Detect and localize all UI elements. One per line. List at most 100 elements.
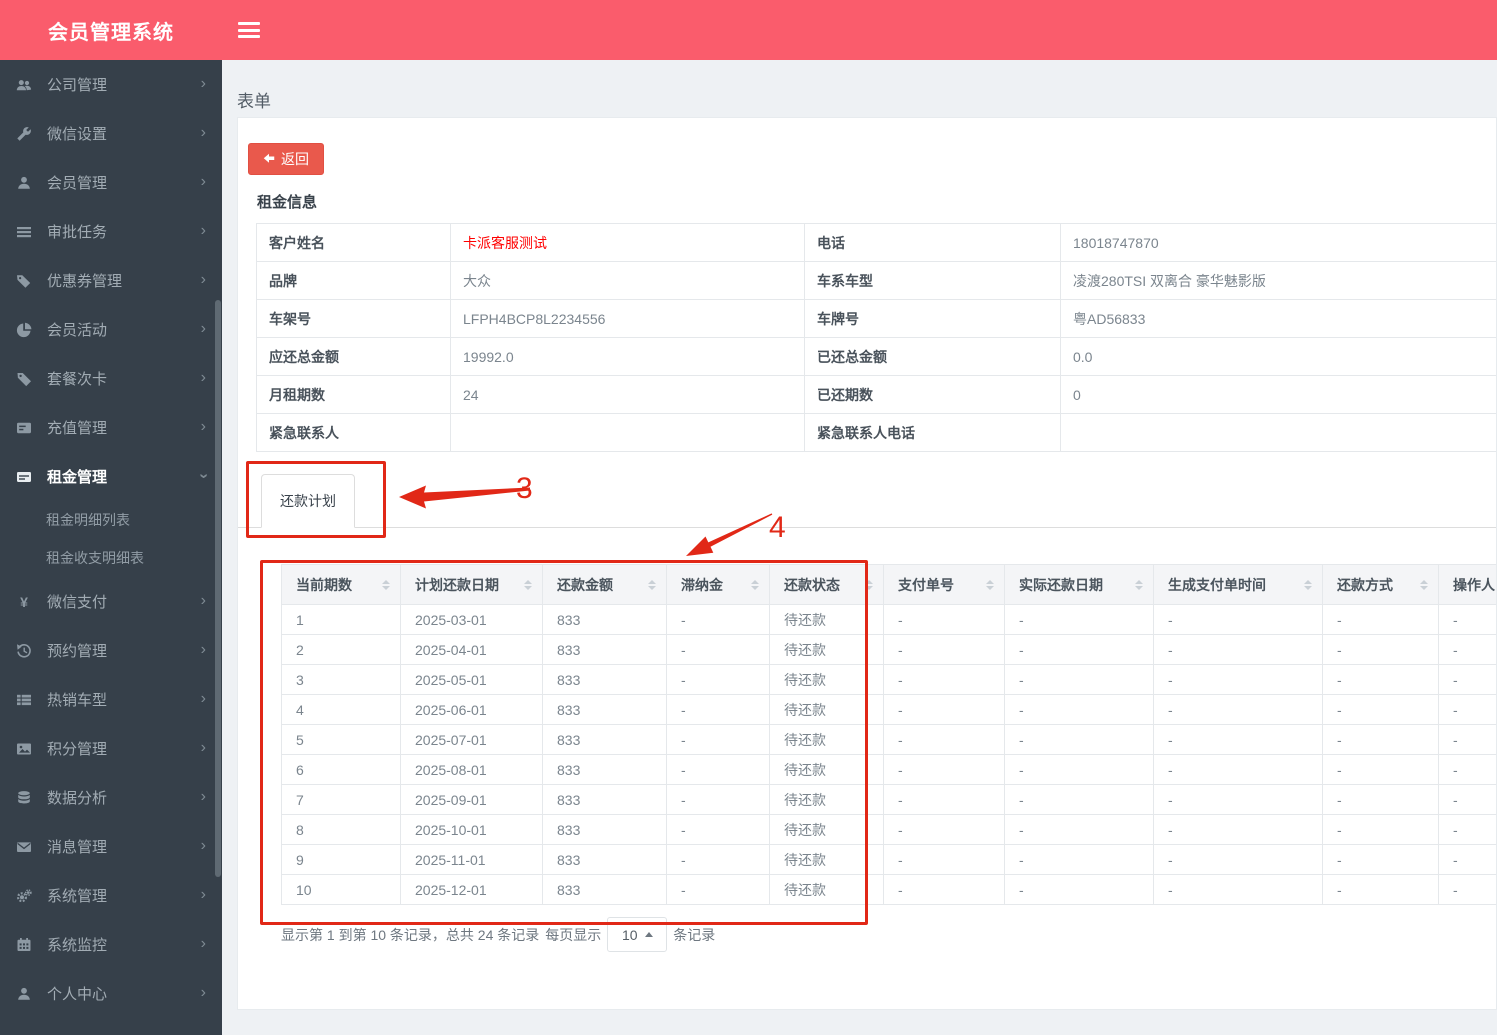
- cell-status: 待还款: [769, 694, 884, 725]
- sidebar-item-points-mgmt[interactable]: 积分管理 ›: [0, 724, 222, 773]
- hamburger-menu-icon[interactable]: [238, 22, 260, 38]
- cell-actual-date: -: [1004, 814, 1154, 845]
- column-header-operator[interactable]: 操作人: [1438, 564, 1496, 605]
- cell-current-period: 2: [281, 634, 401, 665]
- sidebar-item-recharge-mgmt[interactable]: 充值管理 ›: [0, 403, 222, 452]
- list-icon: [13, 224, 35, 240]
- card-list-icon: [13, 420, 35, 436]
- info-label: 已还总金额: [804, 337, 1061, 376]
- customer-name-link[interactable]: 卡派客服测试: [450, 223, 805, 262]
- column-header-planned-date[interactable]: 计划还款日期: [400, 564, 543, 605]
- info-label: 应还总金额: [256, 337, 451, 376]
- info-row: 客户姓名 卡派客服测试 电话 18018747870: [256, 223, 1496, 262]
- column-header-current-period[interactable]: 当前期数: [281, 564, 401, 605]
- sidebar-item-company-mgmt[interactable]: 公司管理 ›: [0, 60, 222, 109]
- pagination-per-page-label: 每页显示: [545, 926, 602, 943]
- info-value: LFPH4BCP8L2234556: [450, 299, 805, 338]
- cell-current-period: 7: [281, 784, 401, 815]
- caret-up-icon: [644, 932, 653, 937]
- cell-pay-order-time: -: [1153, 664, 1323, 695]
- tab-repayment-plan[interactable]: 还款计划: [261, 474, 355, 528]
- cell-actual-date: -: [1004, 754, 1154, 785]
- chevron-right-icon: ›: [200, 172, 206, 190]
- cell-pay-order-no: -: [883, 814, 1005, 845]
- cell-amount: 833: [542, 784, 667, 815]
- sidebar-item-wechat-pay[interactable]: ¥ 微信支付 ›: [0, 577, 222, 626]
- cell-actual-date: -: [1004, 844, 1154, 875]
- column-header-status[interactable]: 还款状态: [769, 564, 884, 605]
- back-button[interactable]: 返回: [248, 143, 324, 175]
- gears-icon: [13, 888, 35, 904]
- cell-pay-order-no: -: [883, 874, 1005, 905]
- cell-status: 待还款: [769, 784, 884, 815]
- sidebar-item-member-activity[interactable]: 会员活动 ›: [0, 305, 222, 354]
- history-icon: [13, 643, 35, 659]
- cell-late-fee: -: [666, 814, 770, 845]
- cell-late-fee: -: [666, 754, 770, 785]
- column-header-actual-date[interactable]: 实际还款日期: [1004, 564, 1154, 605]
- top-header-bar: 会员管理系统: [0, 0, 1497, 60]
- cell-method: -: [1322, 814, 1439, 845]
- sidebar-item-data-analysis[interactable]: 数据分析 ›: [0, 773, 222, 822]
- envelope-icon: [13, 839, 35, 855]
- sidebar-item-personal-center[interactable]: 个人中心 ›: [0, 969, 222, 1018]
- chevron-right-icon: ›: [200, 368, 206, 386]
- cell-pay-order-no: -: [883, 784, 1005, 815]
- chevron-right-icon: ›: [200, 689, 206, 707]
- sidebar-item-system-monitor[interactable]: 系统监控 ›: [0, 920, 222, 969]
- sidebar-item-rent-mgmt[interactable]: 租金管理 ›: [0, 452, 222, 501]
- cell-pay-order-no: -: [883, 634, 1005, 665]
- sort-carets-icon: [382, 579, 390, 590]
- sidebar-item-coupon-mgmt[interactable]: 优惠券管理 ›: [0, 256, 222, 305]
- cell-planned-date: 2025-06-01: [400, 694, 543, 725]
- cell-method: -: [1322, 844, 1439, 875]
- column-header-pay-order-time[interactable]: 生成支付单时间: [1153, 564, 1323, 605]
- cell-planned-date: 2025-12-01: [400, 874, 543, 905]
- cell-status: 待还款: [769, 664, 884, 695]
- cell-actual-date: -: [1004, 694, 1154, 725]
- sidebar-item-system-mgmt[interactable]: 系统管理 ›: [0, 871, 222, 920]
- tag-icon: [13, 371, 35, 387]
- page-size-value: 10: [621, 926, 638, 943]
- plan-table-row: 10 2025-12-01 833- 待还款 - - - - -: [281, 874, 1496, 905]
- cell-method: -: [1322, 784, 1439, 815]
- column-header-method[interactable]: 还款方式: [1322, 564, 1439, 605]
- page-size-dropdown[interactable]: 10: [607, 917, 668, 952]
- section-title: 租金信息: [257, 194, 318, 211]
- sort-carets-icon: [648, 579, 656, 590]
- sidebar-item-approval-tasks[interactable]: 审批任务 ›: [0, 207, 222, 256]
- info-row: 紧急联系人 紧急联系人电话: [256, 413, 1496, 452]
- cell-late-fee: -: [666, 874, 770, 905]
- sidebar-subitem-rent-detail-list[interactable]: 租金明细列表: [46, 512, 130, 528]
- cell-operator: -: [1438, 664, 1496, 695]
- cell-actual-date: -: [1004, 604, 1154, 635]
- chevron-right-icon: ›: [200, 123, 206, 141]
- cell-pay-order-time: -: [1153, 874, 1323, 905]
- sidebar-item-member-mgmt[interactable]: 会员管理 ›: [0, 158, 222, 207]
- cell-status: 待还款: [769, 874, 884, 905]
- info-value: 0: [1060, 375, 1496, 414]
- cell-pay-order-time: -: [1153, 694, 1323, 725]
- sidebar-item-message-mgmt[interactable]: 消息管理 ›: [0, 822, 222, 871]
- sidebar-item-reservation-mgmt[interactable]: 预约管理 ›: [0, 626, 222, 675]
- rent-info-table: 客户姓名 卡派客服测试 电话 18018747870 品牌 大众 车系车型 凌渡280TSI …: [256, 223, 1496, 452]
- sidebar-item-hot-models[interactable]: 热销车型 ›: [0, 675, 222, 724]
- calendar-icon: [13, 937, 35, 953]
- chevron-right-icon: ›: [200, 738, 206, 756]
- info-value: 大众: [450, 261, 805, 300]
- chevron-right-icon: ›: [200, 934, 206, 952]
- th-list-icon: [13, 692, 35, 708]
- sidebar-item-wechat-settings[interactable]: 微信设置 ›: [0, 109, 222, 158]
- person-icon: [13, 986, 35, 1002]
- column-header-late-fee[interactable]: 滞纳金: [666, 564, 770, 605]
- column-header-pay-order-no[interactable]: 支付单号: [883, 564, 1005, 605]
- column-header-amount[interactable]: 还款金额: [542, 564, 667, 605]
- sidebar-subitem-rent-income-expense[interactable]: 租金收支明细表: [46, 550, 144, 566]
- sort-carets-icon: [751, 579, 759, 590]
- cell-actual-date: -: [1004, 724, 1154, 755]
- cell-current-period: 6: [281, 754, 401, 785]
- cell-operator: -: [1438, 844, 1496, 875]
- pagination: 显示第 1 到第 10 条记录，总共 24 条记录 每页显示 10 条记录: [281, 917, 1496, 952]
- sidebar-item-package-card[interactable]: 套餐次卡 ›: [0, 354, 222, 403]
- sidebar-scrollbar-thumb[interactable]: [215, 300, 221, 877]
